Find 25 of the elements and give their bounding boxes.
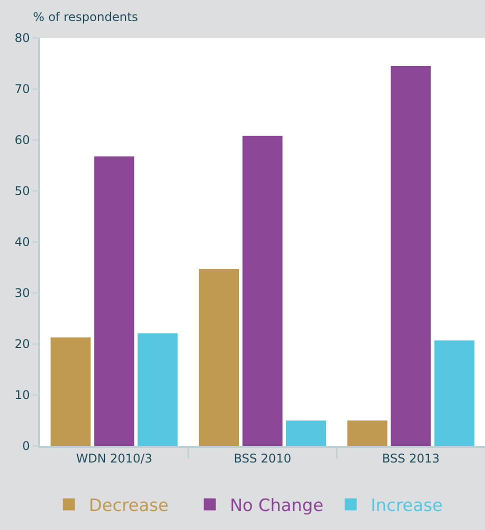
bar [286,420,326,446]
y-tick-label: 10 [14,388,30,402]
legend-label: Decrease [88,496,169,516]
y-tick-label: 80 [14,31,30,46]
bar [198,269,239,446]
bar [242,136,283,446]
x-tick-label: WDN 2010/3 [76,451,152,466]
y-tick-label: 0 [22,439,30,454]
legend-label: Increase [370,496,443,516]
y-axis-title: % of respondents [33,10,138,24]
y-tick-label: 60 [14,133,30,148]
bar [94,156,134,446]
y-tick-label: 70 [14,82,30,96]
x-tick-label: BSS 2013 [382,451,440,466]
x-tick-label: BSS 2010 [234,451,292,466]
y-tick-label: 20 [14,337,30,352]
bar [347,420,388,446]
y-tick-label: 30 [14,286,30,300]
bar [390,66,431,446]
y-tick-label: 50 [14,184,30,198]
bar [434,340,474,446]
bar [138,333,178,446]
bar [50,337,91,446]
legend-label: No Change [230,496,324,516]
y-tick-label: 40 [14,235,30,250]
